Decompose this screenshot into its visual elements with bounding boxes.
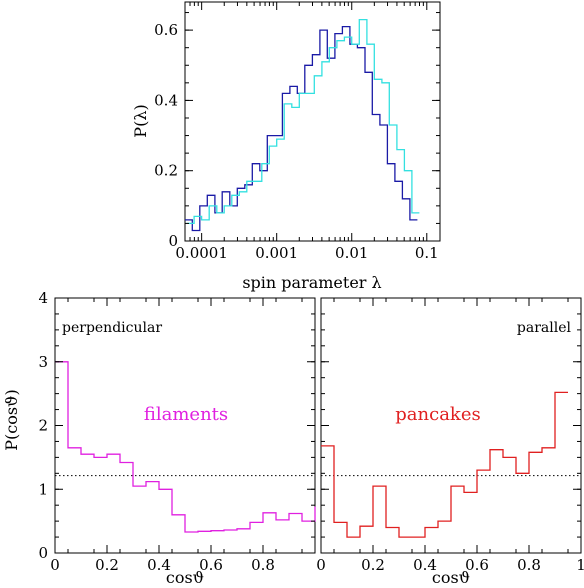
spin-y-tick-label: 0 xyxy=(168,232,178,250)
pancakes-x-axis-label: cosϑ xyxy=(432,568,470,587)
spin-x-tick-label: 0.001 xyxy=(255,244,298,262)
filaments-x-tick-label: 0.4 xyxy=(147,556,171,574)
filaments-panel: 0 0.2 0.4 0.6 0.8 0 1 2 3 4 perpendicular filamen… xyxy=(2,289,316,587)
spin-axis-ticks: 0.0001 0.001 0.01 0.1 0 0.2 0.4 0.6 xyxy=(154,2,440,262)
spin-x-axis-label: spin parameter λ xyxy=(242,273,381,292)
filaments-y-tick-label: 4 xyxy=(38,289,48,307)
filaments-y-tick-label: 0 xyxy=(38,544,48,562)
pancakes-x-tick-label: 0.6 xyxy=(465,556,489,574)
pancakes-label: pancakes xyxy=(395,404,480,425)
perpendicular-label: perpendicular xyxy=(62,320,162,336)
filaments-histogram xyxy=(55,361,316,533)
spin-y-axis-label: P(λ) xyxy=(131,104,150,137)
spin-y-tick-label: 0.2 xyxy=(154,162,178,180)
pancakes-x-tick-label: 0 xyxy=(316,556,326,574)
spin-y-tick-label: 0.6 xyxy=(154,21,178,39)
spin-histograms xyxy=(185,18,420,232)
filaments-axis-ticks: 0 0.2 0.4 0.6 0.8 0 1 2 3 4 xyxy=(38,289,315,574)
filaments-y-tick-label: 1 xyxy=(38,480,48,498)
filaments-x-tick-label: 0.2 xyxy=(95,556,119,574)
spin-histogram-line-0 xyxy=(185,25,418,232)
filaments-x-tick-label: 0 xyxy=(50,556,60,574)
spin-panel-frame xyxy=(184,1,441,242)
filaments-histogram-line-0 xyxy=(55,361,316,533)
pancakes-x-tick-label: 0.2 xyxy=(361,556,385,574)
spin-histogram-line-1 xyxy=(186,18,420,225)
filaments-x-tick-label: 0.8 xyxy=(251,556,275,574)
pancakes-panel: 0 0.2 0.4 0.6 0.8 1 parallel pancakes cosϑ xyxy=(316,297,584,587)
spin-parameter-panel: 0.0001 0.001 0.01 0.1 0 0.2 0.4 0.6 spin parame… xyxy=(131,1,441,292)
pancakes-histogram-line-0 xyxy=(321,391,568,538)
filaments-y-tick-label: 2 xyxy=(38,417,48,435)
parallel-label: parallel xyxy=(517,320,572,336)
filaments-y-axis-label: P(cosϑ) xyxy=(2,389,21,451)
filaments-label: filaments xyxy=(144,404,228,425)
pancakes-x-tick-label: 1 xyxy=(576,556,584,574)
pancakes-x-tick-label: 0.8 xyxy=(517,556,541,574)
pancakes-x-tick-label: 0.4 xyxy=(413,556,437,574)
spin-x-tick-label: 0.01 xyxy=(335,244,368,262)
spin-x-tick-label: 0.1 xyxy=(415,244,439,262)
filaments-x-axis-label: cosϑ xyxy=(166,568,204,587)
filaments-x-tick-label: 0.6 xyxy=(199,556,223,574)
filaments-y-tick-label: 3 xyxy=(38,353,48,371)
pancakes-axis-ticks: 0 0.2 0.4 0.6 0.8 1 xyxy=(316,297,584,574)
spin-x-tick-label: 0.0001 xyxy=(175,244,228,262)
pancakes-histogram xyxy=(321,391,568,538)
spin-y-tick-label: 0.4 xyxy=(154,91,178,109)
